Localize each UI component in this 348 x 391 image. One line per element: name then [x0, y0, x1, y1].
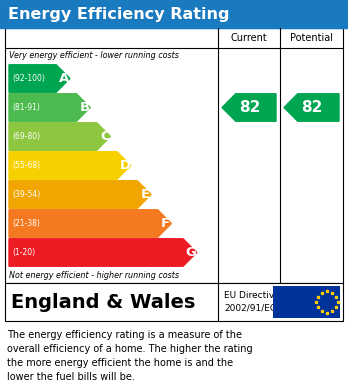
Text: C: C	[100, 130, 110, 143]
Text: The energy efficiency rating is a measure of the
overall efficiency of a home. T: The energy efficiency rating is a measur…	[7, 330, 253, 382]
Bar	[5, 283, 343, 321]
Text: (21-38): (21-38)	[12, 219, 40, 228]
Polygon shape	[9, 239, 197, 266]
Polygon shape	[9, 210, 172, 237]
Text: Current: Current	[231, 33, 267, 43]
Text: Very energy efficient - lower running costs: Very energy efficient - lower running co…	[9, 52, 179, 61]
Polygon shape	[9, 94, 90, 121]
Text: F: F	[161, 217, 170, 230]
Text: (1-20): (1-20)	[12, 248, 35, 257]
Bar	[273, 286, 340, 318]
Text: (69-80): (69-80)	[12, 132, 40, 141]
Text: (39-54): (39-54)	[12, 190, 40, 199]
Polygon shape	[284, 94, 339, 121]
Text: 82: 82	[239, 100, 260, 115]
Text: 82: 82	[301, 100, 323, 115]
Bar	[0, 0, 348, 28]
Polygon shape	[9, 65, 70, 92]
Text: E: E	[141, 188, 150, 201]
Text: Energy Efficiency Rating: Energy Efficiency Rating	[8, 7, 229, 22]
Text: D: D	[119, 159, 130, 172]
Text: A: A	[59, 72, 69, 85]
Bar	[5, 28, 343, 283]
Text: Potential: Potential	[290, 33, 333, 43]
Polygon shape	[9, 181, 151, 208]
Polygon shape	[9, 152, 131, 179]
Text: England & Wales: England & Wales	[11, 292, 195, 312]
Text: Not energy efficient - higher running costs: Not energy efficient - higher running co…	[9, 271, 179, 280]
Text: B: B	[79, 101, 89, 114]
Text: EU Directive
2002/91/EC: EU Directive 2002/91/EC	[224, 291, 280, 313]
Text: (55-68): (55-68)	[12, 161, 40, 170]
Polygon shape	[9, 123, 111, 150]
Text: (81-91): (81-91)	[12, 103, 40, 112]
Polygon shape	[222, 94, 276, 121]
Text: (92-100): (92-100)	[12, 74, 45, 83]
Text: G: G	[185, 246, 196, 259]
